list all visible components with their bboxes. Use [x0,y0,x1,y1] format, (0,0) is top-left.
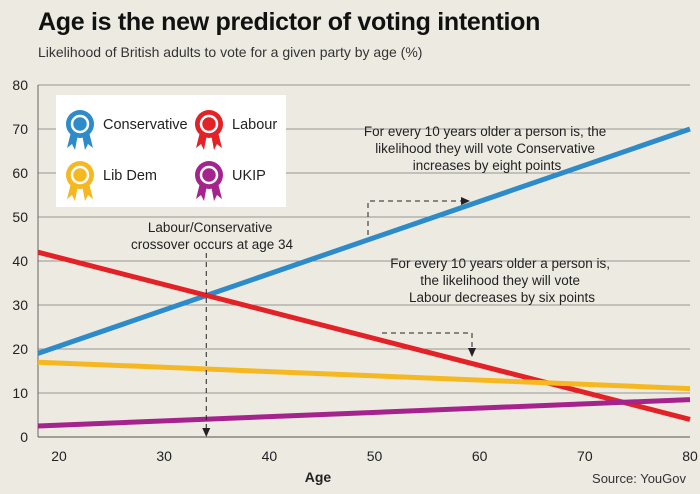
legend-item-labour: Labour [195,110,277,150]
conservative-annotation: For every 10 years older a person is, th… [364,124,610,173]
conservative-dashed-line [367,200,462,235]
y-tick-label-20: 20 [12,341,28,357]
y-tick-label-30: 30 [12,297,28,313]
x-tick-label-40: 40 [262,448,278,464]
x-axis-ticks: 20 30 40 50 60 70 80 [51,448,698,464]
y-tick-label-10: 10 [12,385,28,401]
crossover-annotation-line-1: Labour/Conservative [148,220,273,235]
labour-arrow-icon [468,348,476,357]
x-tick-label-30: 30 [156,448,172,464]
legend-label-conservative: Conservative [103,117,188,133]
y-tick-label-50: 50 [12,209,28,225]
legend-label-lib-dem: Lib Dem [103,168,157,184]
chart-title: Age is the new predictor of voting inten… [38,8,541,36]
series-lines [37,126,691,429]
y-tick-label-80: 80 [12,77,28,93]
labour-annotation-line-2: the likelihood they will vote [420,273,580,288]
rosette-conservative-icon [66,110,94,138]
legend-item-lib-dem: Lib Dem [66,161,157,201]
x-tick-label-70: 70 [577,448,593,464]
series-line-conservative [37,126,691,356]
legend-box [56,95,286,207]
legend-label-labour: Labour [232,117,277,133]
y-tick-label-60: 60 [12,165,28,181]
crossover-annotation: Labour/Conservative crossover occurs at … [131,220,294,252]
conservative-annotation-line-1: For every 10 years older a person is, th… [364,124,606,139]
x-tick-label-80: 80 [682,448,698,464]
x-tick-label-60: 60 [472,448,488,464]
conservative-guide [367,197,470,235]
source-note: Source: YouGov [592,471,686,486]
labour-annotation-line-1: For every 10 years older a person is, [390,256,610,271]
legend-item-conservative: Conservative [66,110,188,150]
x-tick-label-20: 20 [51,448,67,464]
series-line-lib-dem [37,359,691,392]
conservative-annotation-line-3: increases by eight points [413,158,562,173]
crossover-guide [202,253,211,437]
labour-annotation: For every 10 years older a person is, th… [390,256,614,305]
series-line-ukip [37,397,691,429]
rosette-inner-ring [70,114,90,134]
series-line-labour [37,249,691,422]
crossover-annotation-line-2: crossover occurs at age 34 [131,237,294,252]
labour-guide [382,332,476,357]
y-tick-label-70: 70 [12,121,28,137]
x-axis-label: Age [305,469,332,485]
rosette-inner-ring [70,165,90,185]
x-tick-label-50: 50 [367,448,383,464]
legend-label-ukip: UKIP [232,168,266,184]
labour-annotation-line-3: Labour decreases by six points [409,290,595,305]
rosette-inner-ring [199,165,219,185]
conservative-annotation-line-2: likelihood they will vote Conservative [375,141,595,156]
legend: Conservative Labour Lib Dem UKIP [56,95,286,207]
crossover-arrow-icon [202,428,211,437]
rosette-ukip-icon [195,161,223,189]
labour-dashed-line [382,332,473,349]
y-tick-label-40: 40 [12,253,28,269]
y-tick-label-0: 0 [20,429,28,445]
rosette-labour-icon [195,110,223,138]
chart-subtitle: Likelihood of British adults to vote for… [38,44,423,60]
conservative-arrow-icon [461,197,470,205]
rosette-inner-ring [199,114,219,134]
legend-item-ukip: UKIP [195,161,266,201]
y-axis-ticks: 0 10 20 30 40 50 60 70 80 [12,77,28,445]
grid-lines [37,84,690,438]
rosette-lib-dem-icon [66,161,94,189]
